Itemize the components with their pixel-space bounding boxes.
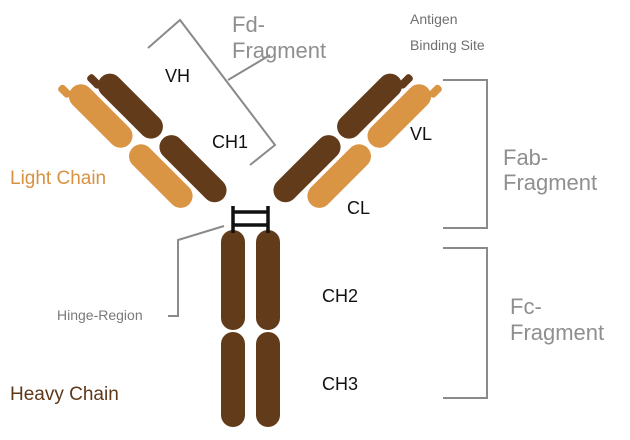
left-light-chain [58, 84, 193, 208]
fc-stem [221, 230, 280, 427]
fd-fragment-leader [227, 54, 271, 81]
right-light-tip [428, 84, 442, 98]
right-cl-domain [307, 144, 371, 208]
antigen-line-1: Antigen [410, 11, 457, 27]
fc-fragment-bracket [443, 247, 488, 399]
right-heavy-tip [398, 74, 413, 89]
left-cl-domain [129, 144, 193, 208]
ch3-label: CH3 [322, 374, 358, 394]
cl-label: CL [347, 198, 370, 218]
fd-fragment-line-1: Fd- [232, 12, 265, 37]
right-ch1-domain [273, 135, 341, 203]
left-ch3-domain [221, 332, 245, 427]
antigen-line-2: Binding Site [410, 37, 485, 53]
left-ch2-domain [221, 230, 245, 330]
fc-fragment-label: Fc- Fragment [510, 294, 604, 345]
left-vl-domain [68, 84, 133, 148]
fd-fragment-label: Fd- Fragment [232, 12, 326, 63]
fab-fragment-bracket [443, 79, 488, 229]
heavy-chain-label: Heavy Chain [10, 384, 119, 405]
fab-fragment-label: Fab- Fragment [503, 145, 597, 195]
right-light-chain [307, 84, 442, 208]
light-chain-label: Light Chain [10, 168, 106, 189]
left-heavy-chain-arm [87, 73, 227, 203]
fab-fragment-line-2: Fragment [503, 170, 597, 195]
brackets [147, 18, 488, 399]
right-arm [273, 73, 442, 208]
right-ch2-domain [256, 230, 280, 330]
right-vh-domain [337, 73, 403, 139]
fd-fragment-bracket [147, 18, 277, 166]
vl-label: VL [410, 124, 432, 144]
left-vh-domain [97, 73, 163, 139]
hinge-region-leader [168, 225, 225, 317]
right-ch3-domain [256, 332, 280, 427]
hinge-bonds [231, 206, 270, 233]
right-heavy-chain-arm [273, 73, 413, 203]
fc-fragment-line-2: Fragment [510, 320, 604, 345]
fc-fragment-line-1: Fc- [510, 294, 542, 319]
vh-label: VH [165, 66, 190, 86]
right-vl-domain [367, 84, 432, 148]
hinge-region-label: Hinge-Region [57, 307, 143, 323]
ch2-label: CH2 [322, 286, 358, 306]
left-arm [58, 73, 227, 208]
fd-fragment-line-2: Fragment [232, 38, 326, 63]
left-light-tip [58, 84, 72, 98]
fab-fragment-line-1: Fab- [503, 145, 548, 170]
left-ch1-domain [159, 135, 227, 203]
antigen-binding-site-label: Antigen Binding Site [410, 11, 485, 53]
ch1-label: CH1 [212, 132, 248, 152]
left-heavy-tip [87, 74, 102, 89]
